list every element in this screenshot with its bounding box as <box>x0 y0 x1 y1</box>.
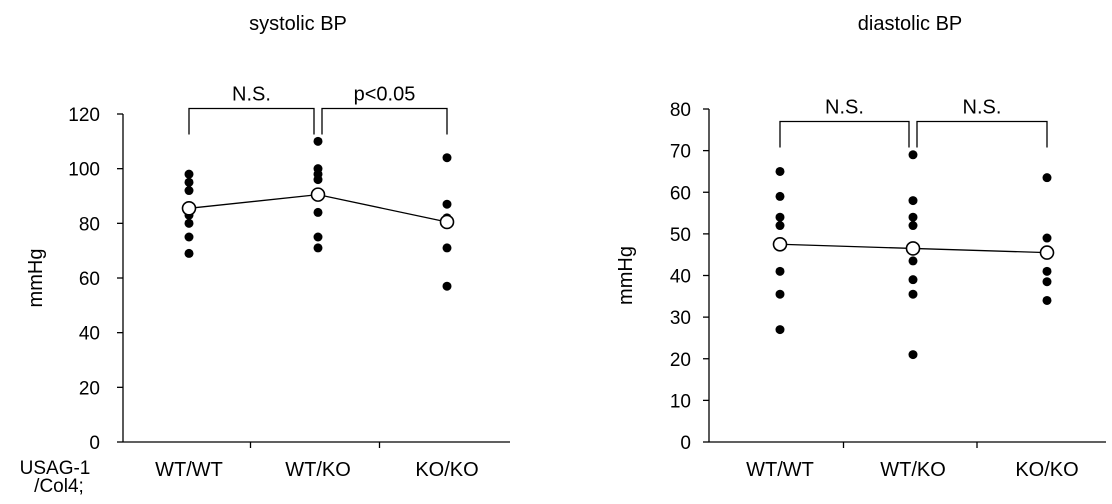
data-point <box>442 199 452 209</box>
y-tick-label: 80 <box>79 214 100 235</box>
category-label: WT/KO <box>880 459 946 481</box>
data-point <box>775 266 785 276</box>
data-point <box>775 166 785 176</box>
y-tick-label: 80 <box>670 100 691 121</box>
mean-marker <box>1039 245 1055 260</box>
y-axis-label: mmHg <box>25 249 47 308</box>
data-point <box>908 350 918 360</box>
data-point <box>1042 295 1052 305</box>
y-tick-label: 40 <box>79 324 100 345</box>
row-label-line2: /Col4; <box>34 476 84 497</box>
y-tick-label: 100 <box>68 160 100 181</box>
data-point <box>442 243 452 253</box>
data-point <box>775 221 785 231</box>
data-point <box>442 281 452 291</box>
y-tick-label: 70 <box>670 142 691 163</box>
chart-title: systolic BP <box>249 13 347 35</box>
panel-2: diastolic BP mmHg 0 10 20 30 40 50 60 70 80 WT/WT WT… <box>615 13 1106 481</box>
mean-marker <box>772 236 788 252</box>
data-point <box>908 212 918 222</box>
category-label: KO/KO <box>415 459 478 481</box>
data-point <box>908 221 918 231</box>
data-point <box>1042 233 1052 243</box>
data-point <box>908 256 918 266</box>
data-point <box>1042 266 1052 276</box>
data-point <box>184 218 194 228</box>
data-point <box>775 325 785 335</box>
data-point <box>442 153 452 163</box>
significance-bracket <box>321 107 448 135</box>
category-label: WT/KO <box>285 459 351 481</box>
data-point <box>184 248 194 258</box>
data-point <box>184 169 194 179</box>
significance-label: N.S. <box>232 84 271 106</box>
data-point <box>1042 173 1052 183</box>
y-tick-label: 10 <box>670 391 691 412</box>
significance-bracket <box>188 107 315 135</box>
y-tick-label: 0 <box>89 433 100 454</box>
data-point <box>908 275 918 285</box>
mean-marker <box>905 241 921 256</box>
data-point <box>908 150 918 160</box>
panel-1: systolic BP mmHg 0 20 40 60 80 100 120 WT/WT WT/KO… <box>20 13 510 497</box>
data-point <box>775 212 785 222</box>
significance-label: N.S. <box>825 96 864 118</box>
data-point <box>313 136 323 146</box>
y-tick-label: 120 <box>68 105 100 126</box>
significance-label: p<0.05 <box>354 84 416 106</box>
data-point <box>184 186 194 196</box>
category-label: WT/WT <box>746 459 814 481</box>
y-axis-label: mmHg <box>615 246 637 305</box>
mean-marker <box>310 187 326 202</box>
y-tick-label: 60 <box>79 269 100 290</box>
y-tick-label: 60 <box>670 183 691 204</box>
y-tick-label: 40 <box>670 267 691 288</box>
category-label: WT/WT <box>155 459 223 481</box>
data-point <box>313 175 323 185</box>
data-point <box>775 191 785 201</box>
significance-label: N.S. <box>963 96 1002 118</box>
data-point <box>313 232 323 242</box>
significance-bracket <box>916 120 1048 148</box>
data-point <box>908 196 918 206</box>
data-point <box>184 177 194 187</box>
row-label-line1: USAG-1 <box>20 458 91 479</box>
chart-title: diastolic BP <box>858 13 963 35</box>
data-point <box>775 289 785 299</box>
mean-marker <box>439 214 455 230</box>
y-tick-label: 20 <box>670 350 691 371</box>
y-tick-label: 0 <box>680 433 691 454</box>
data-point <box>313 243 323 253</box>
significance-bracket <box>779 120 910 148</box>
y-tick-label: 30 <box>670 308 691 329</box>
data-point <box>1042 277 1052 287</box>
data-point <box>908 289 918 299</box>
mean-marker <box>181 201 197 216</box>
data-point <box>313 207 323 217</box>
y-tick-label: 20 <box>79 378 100 399</box>
data-point <box>184 232 194 242</box>
category-label: KO/KO <box>1015 459 1078 481</box>
y-tick-label: 50 <box>670 225 691 246</box>
